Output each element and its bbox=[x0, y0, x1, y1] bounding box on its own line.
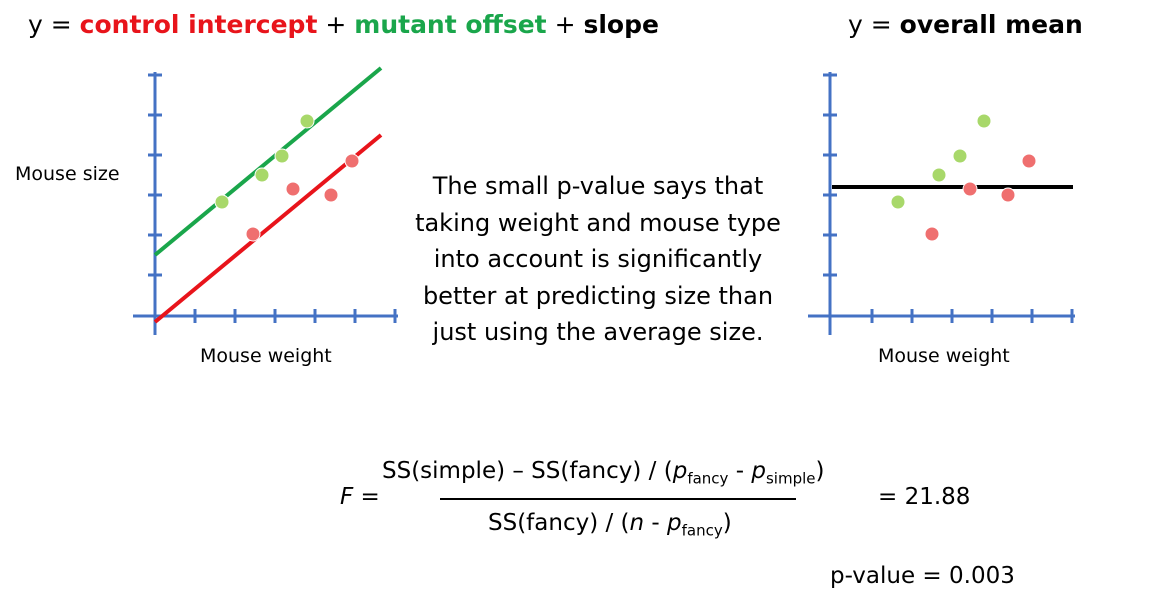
line: The small p-value says that bbox=[432, 172, 764, 200]
right-points bbox=[890, 113, 1037, 242]
text: fancy bbox=[681, 521, 723, 540]
text: - bbox=[651, 510, 660, 536]
y-label: Mouse size bbox=[15, 163, 120, 185]
x-label: Mouse weight bbox=[878, 345, 1010, 367]
result: = 21.88 bbox=[878, 484, 971, 510]
text: + bbox=[325, 10, 347, 39]
line: taking weight and mouse type bbox=[415, 208, 781, 237]
term: slope bbox=[583, 10, 659, 39]
term: mutant offset bbox=[354, 10, 547, 39]
line: better at predicting size than bbox=[422, 281, 774, 310]
numerator: SS(simple) – SS(fancy) / (pfancy - psimp… bbox=[382, 458, 824, 488]
term: overall mean bbox=[899, 10, 1083, 39]
line: into account is significantly bbox=[433, 245, 763, 273]
p-value: p-value = 0.003 bbox=[830, 563, 1015, 589]
control-line bbox=[153, 133, 383, 324]
line: just using the average size. bbox=[432, 318, 764, 346]
text: F = bbox=[340, 484, 380, 510]
text: fancy bbox=[687, 469, 729, 488]
right-title: y = overall mean bbox=[848, 10, 1083, 39]
text: n bbox=[629, 510, 645, 536]
text: - bbox=[735, 458, 745, 484]
denominator: SS(fancy) / (n - pfancy) bbox=[488, 510, 732, 540]
text: ) bbox=[722, 510, 732, 536]
text: p bbox=[751, 458, 766, 484]
text: SS(fancy) / ( bbox=[488, 510, 630, 536]
text: ) bbox=[815, 458, 825, 484]
formula-lhs: F = bbox=[340, 484, 380, 510]
left-axes bbox=[133, 72, 398, 335]
text: SS(simple) – SS(fancy) / ( bbox=[382, 458, 673, 484]
text: simple bbox=[765, 469, 816, 488]
mutant-line bbox=[153, 66, 383, 257]
text: p bbox=[672, 458, 688, 484]
message: The small p-value says that taking weigh… bbox=[398, 168, 798, 351]
term: control intercept bbox=[79, 10, 318, 39]
left-title: y = control intercept + mutant offset + … bbox=[28, 10, 659, 39]
left-points bbox=[214, 113, 360, 242]
text: p bbox=[667, 510, 682, 536]
x-label: Mouse weight bbox=[200, 345, 332, 367]
text: y = bbox=[848, 10, 892, 39]
right-axes bbox=[808, 72, 1075, 335]
text: y = bbox=[28, 10, 72, 39]
text: + bbox=[554, 10, 576, 39]
